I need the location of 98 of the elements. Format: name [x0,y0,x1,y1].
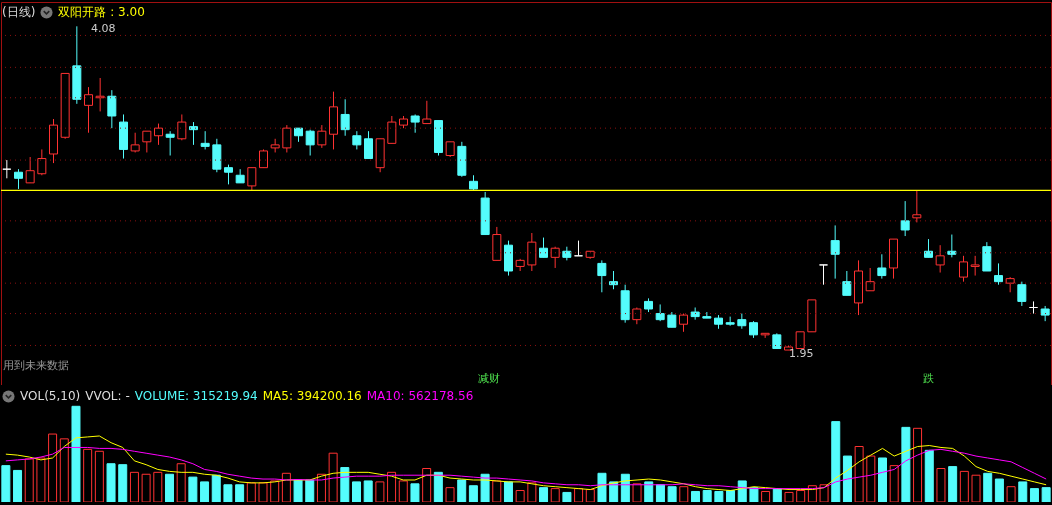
candlestick [924,238,933,258]
annotation: 用到未来数据 [3,359,69,372]
candlestick [305,129,315,156]
bar [340,467,350,502]
text: MA5: 394200.16 [262,389,362,403]
candlestick [154,123,163,146]
bar [539,487,549,502]
candlestick [422,100,432,125]
bar [901,426,911,502]
text: MA10: 562178.56 [366,389,474,403]
bar [410,483,420,502]
bar [433,471,443,502]
candlestick [259,148,268,169]
bar [71,405,81,502]
bar [562,491,572,502]
candlestick [364,130,373,160]
bar [293,479,303,502]
candlestick [1017,281,1027,307]
annotation: 跌 [922,372,934,385]
bar [118,464,128,502]
candlestick [959,255,968,283]
candlestick [200,130,210,150]
bar [457,479,467,502]
bar [644,481,654,502]
candlestick [317,124,327,149]
bar [1041,487,1051,502]
candlestick [609,270,618,290]
bar [1029,488,1039,502]
bar [200,481,210,502]
candlestick [84,86,93,134]
bar [948,466,958,502]
bar [702,490,712,502]
bar [655,484,665,502]
bar [878,457,888,502]
bar [597,472,607,502]
chart-title: (日线) [2,4,36,21]
candlestick [865,267,875,292]
bar [13,469,23,502]
bar [690,490,700,502]
candlestick [165,130,175,156]
candlestick [282,124,292,153]
text: VOLUME: 315219.94 [134,389,258,403]
bar [503,481,513,502]
bar [667,486,677,502]
candlestick [224,164,233,185]
bar [1018,481,1028,502]
bar [188,476,198,502]
bar [223,484,233,502]
chart-subtitle: VVOL: - [85,389,130,403]
candlestick [340,98,350,137]
candlestick [947,234,957,258]
candlestick [247,167,257,191]
annotation: 4.08 [91,22,116,35]
candlestick [14,168,23,190]
candlestick [25,156,35,184]
candlestick [970,255,980,277]
candlestick [539,237,548,258]
ref-line-label: 双阳开路 : 3.00 [58,4,145,21]
candlestick [37,148,47,176]
candlestick [935,244,945,274]
candlestick [142,130,152,153]
bar [352,481,362,502]
candlestick [900,200,910,237]
bar [831,421,841,502]
bar [924,449,934,502]
candlestick [830,224,840,280]
candlestick [352,130,362,150]
bar [211,474,221,502]
bar [106,463,116,502]
bar [363,480,373,502]
bar [726,490,736,502]
candlestick [912,189,922,223]
candlestick [819,264,828,286]
annotation: 减财 [478,372,500,385]
candlestick [410,113,420,134]
bar [842,455,852,502]
bar [772,488,782,502]
candlestick [177,113,187,141]
bar [305,479,315,502]
bar [620,473,630,502]
bar [749,487,759,502]
candlestick [387,115,397,144]
chart-title: VOL(5,10) [20,389,81,403]
candlestick [527,232,537,272]
bar [1,465,11,502]
bar [983,472,993,502]
candlestick [189,121,198,146]
candlestick [994,262,1003,286]
annotation: 1.95 [789,347,814,360]
bar [164,473,174,502]
candlestick [107,89,117,129]
candlestick [597,259,607,293]
bar [235,484,245,502]
candlestick [877,253,887,280]
candlestick [842,270,852,296]
bar [714,490,724,502]
bar [994,478,1004,502]
bar [468,485,478,502]
